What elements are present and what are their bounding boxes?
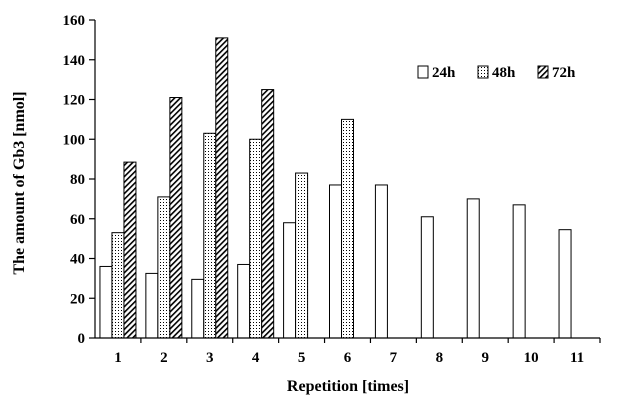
y-tick-label: 120 [63,93,86,109]
x-tick-label: 6 [344,350,352,366]
y-tick-label: 20 [70,291,85,307]
legend-label-24h: 24h [432,65,456,81]
x-tick-label: 1 [114,350,122,366]
legend: 24h 48h 72h [417,65,576,81]
bar-24h-7 [374,184,388,339]
y-tick-label: 80 [70,172,85,188]
bar-24h-3 [191,278,205,339]
x-tick-label: 2 [160,350,168,366]
bar-24h-2 [145,272,159,339]
y-tick-label: 140 [63,53,86,69]
x-tick-label: 10 [524,350,539,366]
bar-72h-2 [169,97,183,339]
bar-48h-6 [341,118,354,339]
bar-24h-11 [558,229,572,339]
legend-label-72h: 72h [552,65,576,81]
bar-24h-8 [420,216,434,339]
bar-72h-3 [215,37,229,339]
bar-24h-1 [99,265,113,339]
bar-24h-10 [512,204,526,339]
y-tick-label: 160 [63,13,86,29]
bar-24h-9 [466,198,480,339]
bar-48h-2 [157,196,171,339]
y-tick-label: 100 [63,132,86,148]
x-tick-label: 7 [390,350,398,366]
bar-48h-5 [295,172,309,339]
bars [99,37,572,339]
legend-label-48h: 48h [492,65,516,81]
legend-swatch-48h [477,65,489,79]
y-axis-title: The amount of Gb3 [nmol] [11,91,28,274]
y-tick-label: 60 [70,212,85,228]
x-tick-label: 3 [206,350,214,366]
x-tick-label: 11 [570,350,584,366]
x-axis-title: Repetition [times] [287,378,409,395]
bar-24h-4 [237,263,251,339]
x-tick-label: 9 [481,350,489,366]
bar-72h-1 [123,161,137,339]
y-tick-label: 40 [70,252,85,268]
legend-swatch-24h [417,65,429,79]
y-axis-ticks: 0 20 40 60 80 100 120 140 160 [63,13,95,347]
x-tick-label: 5 [298,350,306,366]
y-tick-label: 0 [78,331,86,347]
bar-24h-5 [283,222,297,339]
bar-24h-6 [329,184,342,339]
bar-48h-4 [249,138,263,339]
bar-48h-3 [203,132,217,339]
bar-48h-1 [111,232,125,339]
bar-72h-4 [261,89,275,339]
x-tick-label: 8 [436,350,444,366]
x-axis-ticks: 1 2 3 4 5 6 7 8 9 10 11 [114,338,601,366]
legend-swatch-72h [537,65,549,79]
x-tick-label: 4 [252,350,260,366]
